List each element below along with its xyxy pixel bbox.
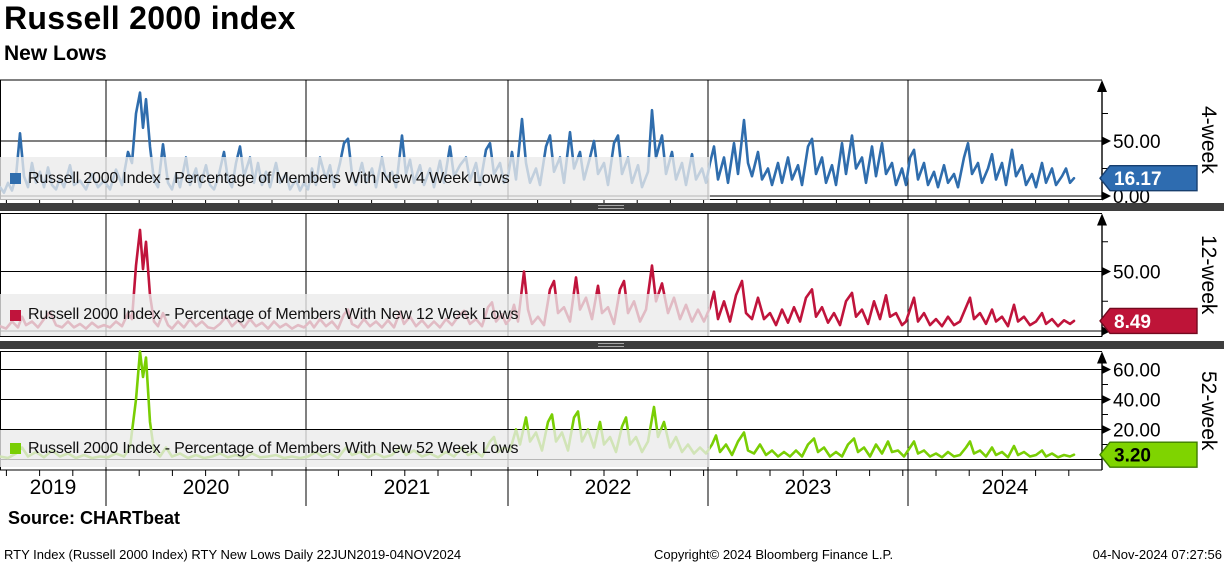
x-axis-year-label: 2019 xyxy=(29,476,77,499)
y-tick-arrow-icon xyxy=(1102,267,1111,276)
y-tick-label: 20.00 xyxy=(1113,421,1161,442)
legend-52-week: Russell 2000 Index - Percentage of Membe… xyxy=(0,430,710,467)
legend-label: Russell 2000 Index - Percentage of Membe… xyxy=(28,439,519,457)
y-tick-arrow-icon xyxy=(1102,425,1111,434)
x-axis-year-label: 2021 xyxy=(383,476,431,499)
legend-marker-blue-icon xyxy=(10,173,21,184)
y-tick-label: 50.00 xyxy=(1113,263,1161,284)
legend-marker-red-icon xyxy=(10,309,21,321)
last-value-badge-label: 3.20 xyxy=(1114,446,1151,467)
y-tick-label: 60.00 xyxy=(1113,361,1161,382)
y-tick-arrow-icon xyxy=(1102,326,1111,336)
last-value-badge-label: 16.17 xyxy=(1114,169,1162,190)
legend-marker-green-icon xyxy=(10,443,21,454)
y-tick-label: 0.00 xyxy=(1113,187,1150,208)
footer-copyright: Copyright© 2024 Bloomberg Finance L.P. xyxy=(654,547,894,562)
last-value-badge-label: 8.49 xyxy=(1114,312,1151,333)
legend-label: Russell 2000 Index - Percentage of Membe… xyxy=(28,169,510,187)
y-tick-arrow-icon xyxy=(1102,136,1111,146)
x-axis-year-label: 2024 xyxy=(981,476,1029,499)
y-tick-arrow-icon xyxy=(1102,395,1111,404)
panel-separator-bar[interactable] xyxy=(0,203,1224,211)
y-tick-label: 50.00 xyxy=(1113,132,1161,153)
chart-subtitle: New Lows xyxy=(4,42,107,65)
y-tick-label: 40.00 xyxy=(1113,391,1161,412)
footer-timestamp: 04-Nov-2024 07:27:56 xyxy=(1092,547,1222,562)
footer-security-description: RTY Index (Russell 2000 Index) RTY New L… xyxy=(4,547,462,562)
x-axis xyxy=(5,470,1070,506)
last-value-badge xyxy=(1099,307,1198,335)
x-axis-year-label: 2023 xyxy=(784,476,832,499)
legend-12-week: Russell 2000 Index - Percentage of Membe… xyxy=(0,294,710,336)
x-axis-year-label: 2022 xyxy=(584,476,632,499)
chart-title: Russell 2000 index xyxy=(4,0,296,36)
legend-4-week: Russell 2000 Index - Percentage of Membe… xyxy=(0,157,710,200)
axis-up-arrow-icon xyxy=(1097,351,1107,364)
panel-axis-title-52-week: 52-week xyxy=(1197,371,1220,451)
legend-label: Russell 2000 Index - Percentage of Membe… xyxy=(28,306,519,323)
panel-separator-bar[interactable] xyxy=(0,341,1224,349)
y-tick-arrow-icon xyxy=(1102,365,1111,374)
source-line: Source: CHARTbeat xyxy=(8,508,181,528)
y-tick-arrow-icon xyxy=(1102,191,1111,201)
x-axis-year-label: 2020 xyxy=(182,476,230,499)
axis-up-arrow-icon xyxy=(1097,213,1107,226)
last-value-badge xyxy=(1099,165,1198,192)
last-value-badge xyxy=(1099,441,1198,468)
panel-52-week: 60.00 40.00 20.00 3.20 xyxy=(0,350,1198,471)
panel-axis-title-4-week: 4-week xyxy=(1197,106,1220,174)
axis-up-arrow-icon xyxy=(1097,80,1107,92)
panel-axis-title-12-week: 12-week xyxy=(1197,235,1220,315)
